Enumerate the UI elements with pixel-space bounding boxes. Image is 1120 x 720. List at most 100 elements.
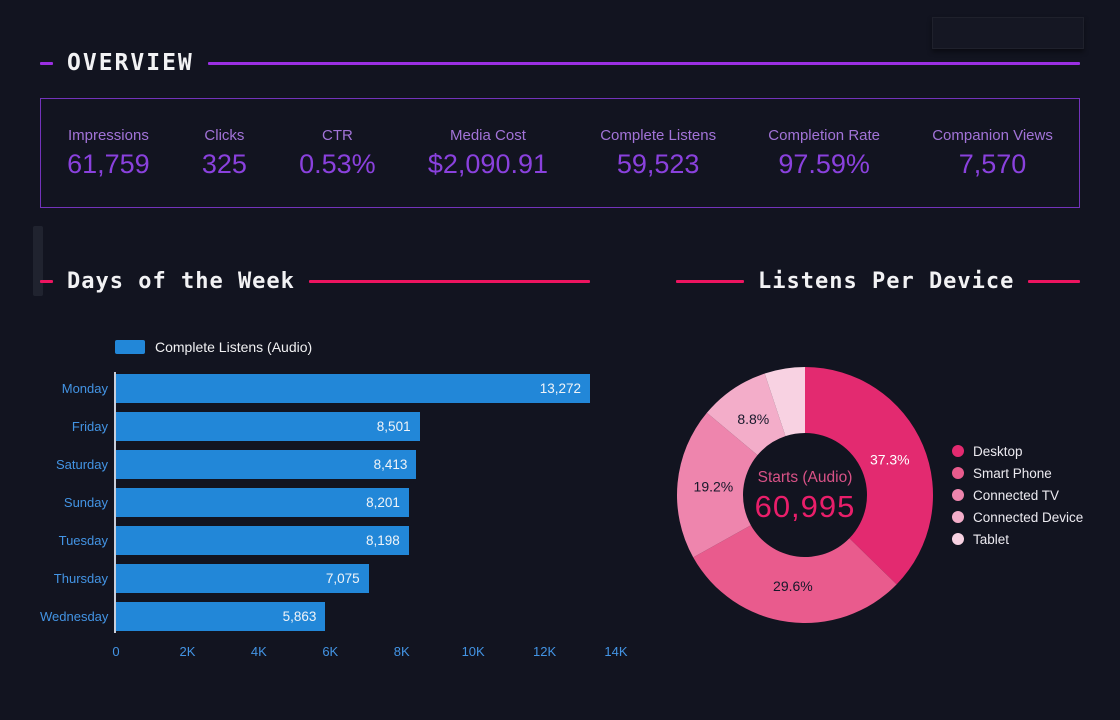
bar-value-label: 8,413: [373, 457, 408, 472]
metric-label: Media Cost: [450, 126, 526, 144]
header-dash: [40, 61, 53, 65]
category-label: Thursday: [53, 571, 108, 586]
legend-label: Tablet: [973, 531, 1010, 547]
legend-swatch: [952, 533, 964, 545]
x-tick: 8K: [393, 644, 410, 659]
bar-value-label: 5,863: [282, 609, 317, 624]
header-dash: [40, 279, 53, 283]
listens-per-device-donut: 37.3% 29.6% 19.2% 8.8% Starts (Audio) 60,995: [670, 360, 940, 630]
metric-clicks: Clicks 325: [196, 127, 253, 180]
header-rule: [207, 61, 1080, 65]
x-tick: 12K: [532, 644, 557, 659]
metric-companion-views: Companion Views 7,570: [926, 127, 1059, 180]
bar-value-label: 8,198: [366, 533, 400, 548]
legend-item-connected-device[interactable]: Connected Device: [952, 506, 1083, 528]
donut-slice-smart-phone[interactable]: [693, 525, 897, 624]
category-label: Sunday: [63, 495, 108, 510]
category-label: Monday: [61, 381, 108, 396]
metric-value: 59,523: [616, 148, 700, 179]
bar-chart-title: Days of the Week: [67, 268, 295, 294]
decor-sliver: [33, 226, 43, 296]
metric-impressions: Impressions 61,759: [61, 127, 156, 180]
metric-value: 325: [201, 148, 247, 179]
slice-percent-label: 19.2%: [694, 478, 734, 494]
bar-tuesday[interactable]: 8,198: [116, 526, 409, 555]
bar-row-friday: Friday 8,501: [40, 412, 616, 441]
header-rule: [308, 279, 590, 283]
category-label: Wednesday: [40, 609, 109, 624]
bar-track: 13,272: [116, 374, 616, 403]
bar-monday[interactable]: 13,272: [116, 374, 590, 403]
bar-value-label: 13,272: [539, 381, 581, 396]
metric-label: Completion Rate: [768, 126, 881, 144]
legend-label: Connected Device: [973, 509, 1084, 525]
category-label: Tuesday: [58, 533, 108, 548]
overview-title: OVERVIEW: [67, 50, 194, 76]
donut-slice-tablet[interactable]: [764, 367, 805, 437]
legend-swatch: [952, 511, 964, 523]
x-tick: 0: [112, 644, 120, 659]
y-axis-line: [114, 372, 116, 633]
bar-row-sunday: Sunday 8,201: [40, 488, 616, 517]
legend-item-tablet[interactable]: Tablet: [952, 528, 1083, 550]
bar-track: 7,075: [116, 564, 616, 593]
slice-percent-label: 29.6%: [773, 578, 813, 594]
category-label: Friday: [71, 419, 108, 434]
metric-value: 97.59%: [778, 148, 870, 179]
x-tick: 10K: [461, 644, 485, 659]
metric-value: 7,570: [958, 148, 1027, 179]
slice-percent-label: 37.3%: [870, 451, 910, 467]
donut-slice-connected-tv[interactable]: [676, 412, 758, 558]
days-of-week-bar-chart: Complete Listens (Audio) Monday 13,272 Fri…: [40, 336, 640, 676]
metric-label: Complete Listens: [600, 126, 717, 144]
bar-friday[interactable]: 8,501: [116, 412, 420, 441]
donut-slice-connected-device[interactable]: [706, 373, 786, 456]
metric-value: $2,090.91: [427, 148, 548, 179]
x-tick: 6K: [322, 644, 339, 659]
bar-section-header: Days of the Week: [40, 266, 590, 296]
bar-value-label: 8,501: [376, 419, 411, 434]
legend-item-smart-phone[interactable]: Smart Phone: [952, 462, 1083, 484]
bar-value-label: 8,201: [366, 495, 400, 510]
metric-label: Impressions: [67, 126, 149, 144]
bar-track: 8,201: [116, 488, 616, 517]
bar-track: 8,413: [116, 450, 616, 479]
donut-center-label: Starts (Audio): [758, 469, 853, 486]
metric-complete-listens: Complete Listens 59,523: [594, 127, 722, 180]
bar-track: 8,198: [116, 526, 616, 555]
bar-track: 8,501: [116, 412, 616, 441]
metric-label: Clicks: [204, 126, 245, 144]
metric-label: CTR: [321, 126, 353, 144]
bar-row-wednesday: Wednesday 5,863: [40, 602, 616, 631]
metric-media-cost: Media Cost $2,090.91: [422, 127, 554, 180]
bar-chart-legend[interactable]: Complete Listens (Audio): [115, 339, 312, 355]
x-axis-ticks: 0 2K 4K 6K 8K 10K 12K 14K: [112, 644, 627, 662]
metric-ctr: CTR 0.53%: [293, 127, 382, 180]
bar-saturday[interactable]: 8,413: [116, 450, 417, 479]
metric-value: 61,759: [67, 148, 150, 179]
bar-wednesday[interactable]: 5,863: [116, 602, 326, 631]
top-right-panel: [932, 17, 1084, 49]
header-rule-right: [1028, 279, 1080, 283]
donut-slice-desktop[interactable]: [805, 367, 934, 585]
bar-row-monday: Monday 13,272: [40, 374, 616, 403]
donut-legend: Desktop Smart Phone Connected TV Connected …: [952, 440, 1083, 550]
legend-swatch: [115, 340, 145, 354]
bar-sunday[interactable]: 8,201: [116, 488, 409, 517]
bar-thursday[interactable]: 7,075: [116, 564, 369, 593]
legend-swatch: [952, 445, 964, 457]
metric-label: Companion Views: [932, 126, 1053, 144]
bar-rows: Monday 13,272 Friday 8,501 Saturday 8,413 Sund…: [40, 374, 616, 640]
bar-track: 5,863: [116, 602, 616, 631]
donut-center-value: 60,995: [755, 489, 856, 524]
legend-label: Desktop: [973, 443, 1023, 459]
overview-header: OVERVIEW: [40, 48, 1080, 78]
bar-row-thursday: Thursday 7,075: [40, 564, 616, 593]
bar-row-tuesday: Tuesday 8,198: [40, 526, 616, 555]
legend-item-desktop[interactable]: Desktop: [952, 440, 1083, 462]
donut-chart-title: Listens Per Device: [758, 268, 1015, 294]
legend-item-connected-tv[interactable]: Connected TV: [952, 484, 1083, 506]
legend-swatch: [952, 489, 964, 501]
metric-completion-rate: Completion Rate 97.59%: [762, 127, 886, 180]
